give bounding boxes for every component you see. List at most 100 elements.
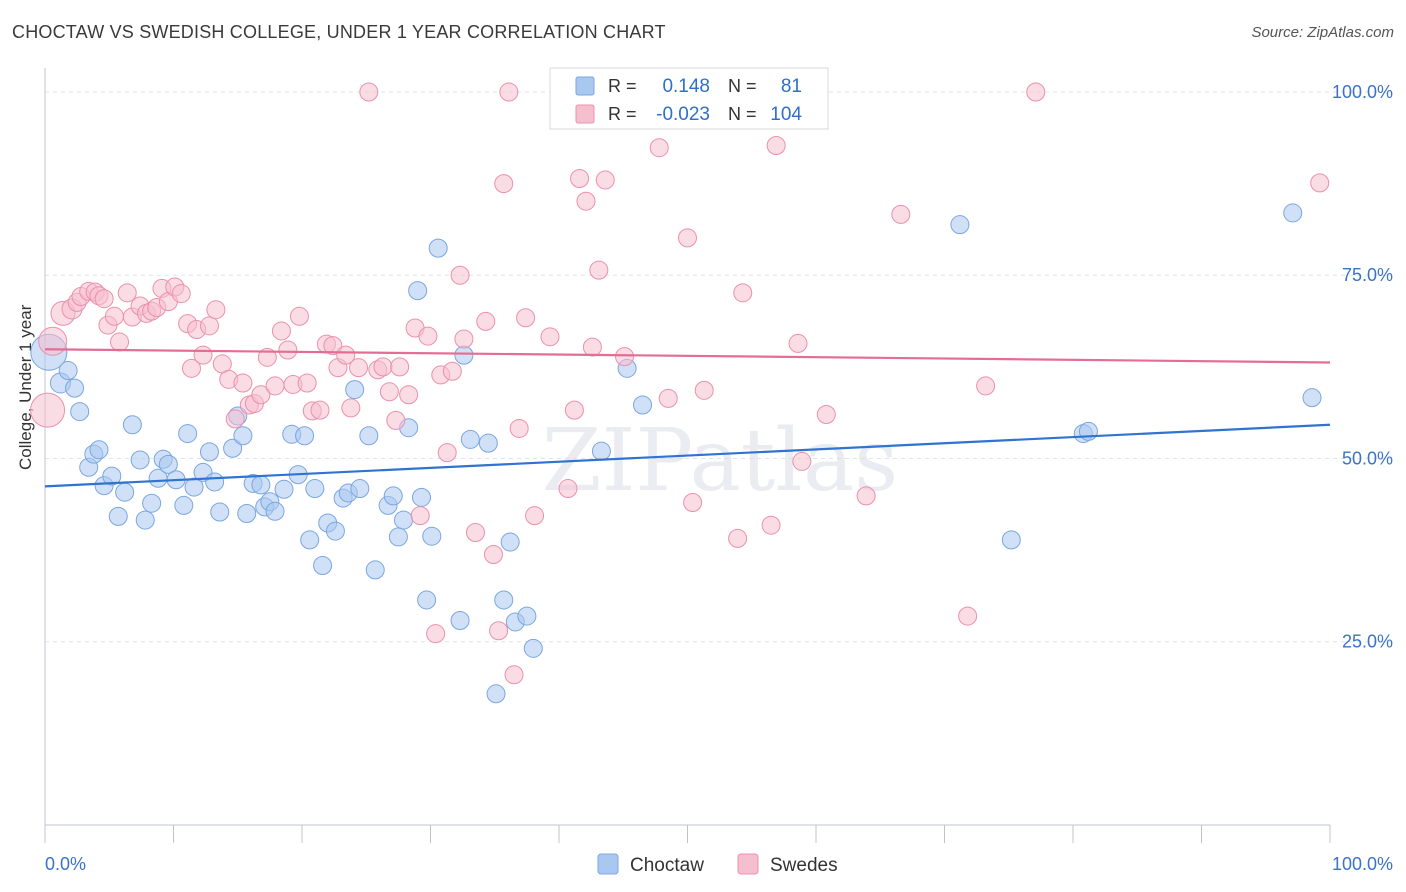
- trend-lines: [44, 348, 1331, 488]
- data-point: [766, 136, 786, 155]
- data-point: [193, 345, 213, 365]
- legend-swatch: [737, 853, 759, 875]
- data-point: [525, 506, 545, 526]
- data-point: [135, 510, 155, 530]
- data-point: [540, 327, 560, 347]
- data-point: [388, 527, 408, 547]
- data-point: [1001, 530, 1021, 550]
- data-point: [70, 402, 90, 422]
- grid-lines: [45, 91, 1392, 643]
- y-tick-label: 50.0%: [1342, 448, 1393, 468]
- data-point: [615, 347, 635, 367]
- data-point: [233, 426, 253, 446]
- series-legend: Choctaw Swedes: [597, 853, 838, 876]
- data-point: [558, 479, 578, 499]
- legend-n-value: 104: [770, 104, 802, 125]
- legend-r-label: R =: [608, 76, 637, 96]
- data-point: [300, 530, 320, 550]
- data-point: [251, 475, 271, 495]
- data-point: [499, 82, 519, 102]
- data-point: [399, 385, 419, 405]
- x-tick-label: 100.0%: [1332, 854, 1393, 874]
- data-point: [341, 398, 361, 418]
- data-point: [509, 418, 529, 438]
- stats-legend-box: [549, 67, 829, 130]
- data-point: [412, 487, 432, 507]
- data-point: [426, 624, 446, 644]
- data-point: [454, 329, 474, 349]
- data-point: [576, 191, 596, 211]
- y-tick-label: 100.0%: [1332, 82, 1393, 102]
- legend-swatch: [597, 853, 619, 875]
- data-point: [422, 526, 442, 546]
- data-point: [94, 289, 114, 309]
- data-point: [345, 380, 365, 400]
- data-point: [117, 283, 137, 303]
- data-point: [38, 326, 68, 356]
- data-point: [408, 281, 428, 301]
- data-point: [265, 501, 285, 521]
- data-point: [649, 138, 669, 158]
- data-point: [386, 410, 406, 430]
- data-point: [379, 382, 399, 402]
- data-point: [359, 426, 379, 446]
- data-point: [483, 545, 503, 565]
- data-point: [313, 556, 333, 576]
- data-point: [478, 433, 498, 453]
- data-point: [570, 168, 590, 188]
- chart-title: CHOCTAW VS SWEDISH COLLEGE, UNDER 1 YEAR…: [12, 22, 666, 42]
- data-point: [633, 395, 653, 415]
- data-point: [595, 170, 615, 190]
- legend-r-value: 0.148: [662, 76, 710, 97]
- data-point: [325, 521, 345, 541]
- data-point: [582, 337, 602, 357]
- data-point: [500, 532, 520, 552]
- data-point: [678, 228, 697, 248]
- axes: [44, 68, 1331, 843]
- data-point: [856, 486, 876, 506]
- data-point: [728, 528, 748, 548]
- data-point: [658, 388, 678, 408]
- data-point: [437, 443, 457, 463]
- data-point: [184, 477, 204, 497]
- data-point: [58, 361, 78, 381]
- data-point: [289, 306, 309, 326]
- data-point: [251, 385, 271, 405]
- data-point: [305, 479, 325, 499]
- legend-swatch: [575, 76, 595, 96]
- legend-swatch: [575, 104, 595, 124]
- trend-line: [44, 348, 1331, 364]
- data-point: [278, 340, 298, 360]
- stats-legend: R = 0.148 N = 81 R = -0.023 N = 104: [549, 67, 829, 130]
- data-point: [199, 442, 219, 462]
- data-point: [89, 440, 109, 460]
- data-point: [205, 472, 225, 492]
- data-point: [122, 415, 142, 435]
- data-point: [171, 284, 191, 304]
- data-point: [418, 326, 438, 346]
- data-point: [1310, 173, 1330, 193]
- data-point: [950, 215, 970, 235]
- legend-n-value: 81: [781, 76, 802, 97]
- data-point: [223, 438, 243, 458]
- data-point: [210, 502, 230, 522]
- data-point: [450, 265, 470, 285]
- data-point: [504, 665, 524, 685]
- data-point: [428, 238, 448, 258]
- data-point: [1283, 203, 1303, 223]
- legend-r-label: R =: [608, 104, 637, 124]
- data-point: [295, 426, 315, 446]
- legend-r-value: -0.023: [656, 104, 710, 125]
- watermark: ZIPatlas: [542, 411, 898, 511]
- data-point: [271, 321, 291, 341]
- data-point: [454, 345, 474, 365]
- data-point: [349, 358, 369, 378]
- data-point: [792, 451, 812, 471]
- data-point: [465, 523, 485, 543]
- data-point: [142, 493, 162, 513]
- chart-source: Source: ZipAtlas.com: [1251, 24, 1394, 41]
- data-point: [450, 610, 470, 630]
- data-point: [359, 82, 379, 102]
- data-point: [102, 466, 122, 486]
- data-point: [460, 429, 480, 449]
